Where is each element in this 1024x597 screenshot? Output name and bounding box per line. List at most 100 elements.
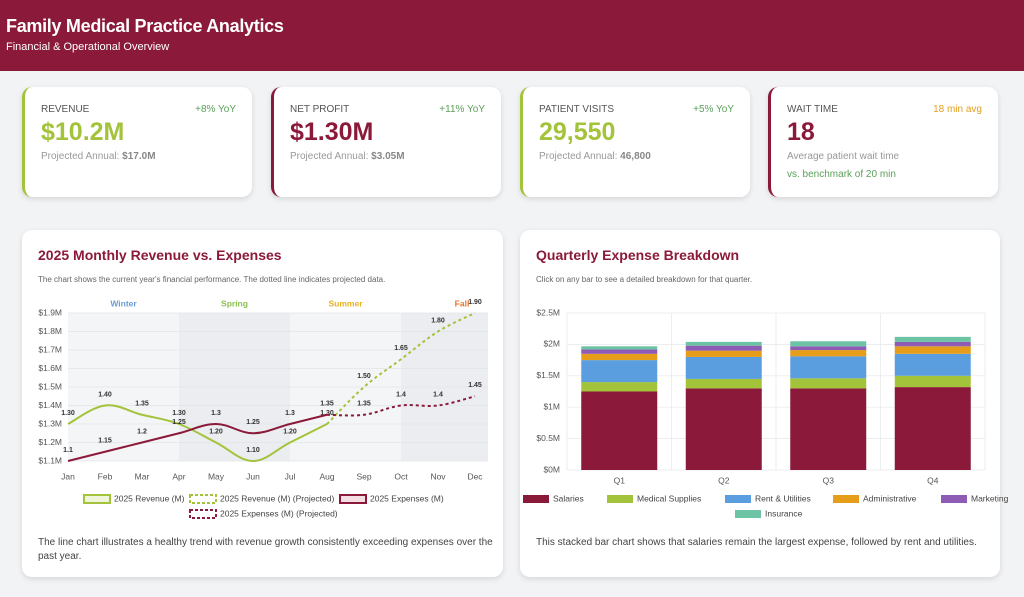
x-tick-label: Q4 [927, 475, 939, 485]
legend-label: 2025 Expenses (M) (Projected) [220, 508, 338, 518]
x-tick-label: Feb [98, 471, 113, 481]
bar-segment[interactable] [790, 350, 867, 357]
kpi-note: vs. benchmark of 20 min [787, 169, 896, 180]
bar-segment[interactable] [790, 388, 867, 470]
chart-title: Quarterly Expense Breakdown [536, 247, 740, 263]
chart-subtitle: The chart shows the current year's finan… [38, 275, 386, 284]
x-tick-label: May [208, 471, 225, 481]
line-series [67, 413, 328, 462]
y-tick-label: $1M [543, 401, 560, 411]
kpi-sub-label: Projected Annual: [539, 151, 618, 162]
bar-segment[interactable] [581, 346, 658, 350]
bar-segment[interactable] [685, 388, 762, 470]
y-tick-label: $1.4M [38, 400, 62, 410]
kpi-change: +11% YoY [439, 104, 485, 115]
season-label: Summer [328, 298, 363, 308]
kpi-card: REVENUE +8% YoY $10.2M Projected Annual: $1… [22, 87, 252, 197]
kpi-subtext: Average patient wait time [787, 151, 899, 162]
kpi-label: NET PROFIT [290, 104, 350, 115]
legend-label: Administrative [863, 493, 917, 503]
y-tick-label: $1.9M [38, 307, 62, 317]
x-tick-label: Q3 [823, 475, 835, 485]
data-label: 1.15 [98, 438, 112, 445]
kpi-subtext: Projected Annual: 46,800 [539, 151, 651, 162]
page-subtitle: Financial & Operational Overview [6, 41, 170, 53]
x-tick-label: Jul [285, 471, 296, 481]
data-label: 1.1 [63, 447, 73, 454]
bar-segment[interactable] [581, 353, 658, 361]
kpi-sub-value: $3.05M [371, 151, 405, 162]
y-tick-label: $1.2M [38, 437, 62, 447]
bar-segment[interactable] [790, 341, 867, 347]
bar-segment[interactable] [790, 346, 867, 351]
x-tick-label: Nov [430, 471, 446, 481]
kpi-sub-label: Projected Annual: [41, 151, 120, 162]
bar-segment[interactable] [894, 387, 971, 470]
legend-label: 2025 Revenue (M) (Projected) [220, 493, 335, 503]
x-tick-label: Q1 [614, 475, 626, 485]
x-tick-label: Dec [467, 471, 483, 481]
bar-segment[interactable] [894, 375, 971, 388]
bar-segment[interactable] [894, 346, 971, 354]
y-tick-label: $1.5M [536, 370, 560, 380]
season-label: Winter [110, 298, 137, 308]
kpi-subtext: Projected Annual: $3.05M [290, 151, 405, 162]
y-tick-label: $1.3M [38, 418, 62, 428]
data-label: 1.30 [61, 410, 75, 417]
line-series [67, 404, 328, 463]
data-label: 1.25 [172, 419, 186, 426]
kpi-card: PATIENT VISITS +5% YoY 29,550 Projected Ann… [520, 87, 750, 197]
x-tick-label: Mar [135, 471, 150, 481]
kpi-label: PATIENT VISITS [539, 104, 615, 115]
legend-swatch [607, 495, 633, 503]
y-tick-label: $1.6M [38, 363, 62, 373]
bar-segment[interactable] [581, 382, 658, 392]
kpi-label: WAIT TIME [787, 104, 838, 115]
legend-swatch [339, 494, 367, 504]
kpi-value: $10.2M [41, 118, 125, 146]
data-label: 1.35 [135, 401, 149, 408]
data-label: 1.80 [431, 317, 445, 324]
bar-segment[interactable] [685, 341, 762, 346]
legend-label: Salaries [553, 493, 584, 503]
data-label: 1.20 [283, 428, 297, 435]
legend-swatch [83, 494, 111, 504]
header: Family Medical Practice Analytics Financ… [0, 0, 1024, 71]
kpi-card: NET PROFIT +11% YoY $1.30M Projected Annual… [271, 87, 501, 197]
x-tick-label: Sep [356, 471, 371, 481]
bar-segment[interactable] [894, 353, 971, 376]
bar-segment[interactable] [685, 378, 762, 389]
x-tick-label: Aug [319, 471, 334, 481]
data-label: 1.40 [98, 391, 112, 398]
bar-segment[interactable] [581, 391, 658, 471]
data-label: 1.20 [209, 428, 223, 435]
bar-segment[interactable] [685, 345, 762, 351]
x-tick-label: Jan [61, 471, 75, 481]
legend-swatch [189, 509, 217, 519]
y-tick-label: $0.5M [536, 433, 560, 443]
data-label: 1.10 [246, 447, 260, 454]
bar-segment[interactable] [685, 356, 762, 379]
bar-segment[interactable] [790, 356, 867, 379]
y-tick-label: $1.8M [38, 326, 62, 336]
kpi-change: 18 min avg [933, 104, 982, 115]
bar-segment[interactable] [894, 336, 971, 342]
x-tick-label: Apr [172, 471, 185, 481]
bar-segment[interactable] [581, 349, 658, 354]
line-series [326, 395, 476, 417]
page-title: Family Medical Practice Analytics [6, 16, 284, 36]
legend-swatch [523, 495, 549, 503]
legend-label: Medical Supplies [637, 493, 701, 503]
kpi-value: 18 [787, 118, 815, 146]
season-label: Fall [455, 298, 470, 308]
data-label: 1.50 [357, 373, 371, 380]
kpi-change: +5% YoY [693, 104, 734, 115]
y-tick-label: $1.7M [38, 344, 62, 354]
bar-segment[interactable] [685, 350, 762, 357]
bar-segment[interactable] [790, 378, 867, 389]
data-label: 1.65 [394, 345, 408, 352]
bar-segment[interactable] [581, 360, 658, 383]
bar-segment[interactable] [894, 341, 971, 347]
chart-subtitle: Click on any bar to see a detailed break… [536, 275, 753, 284]
